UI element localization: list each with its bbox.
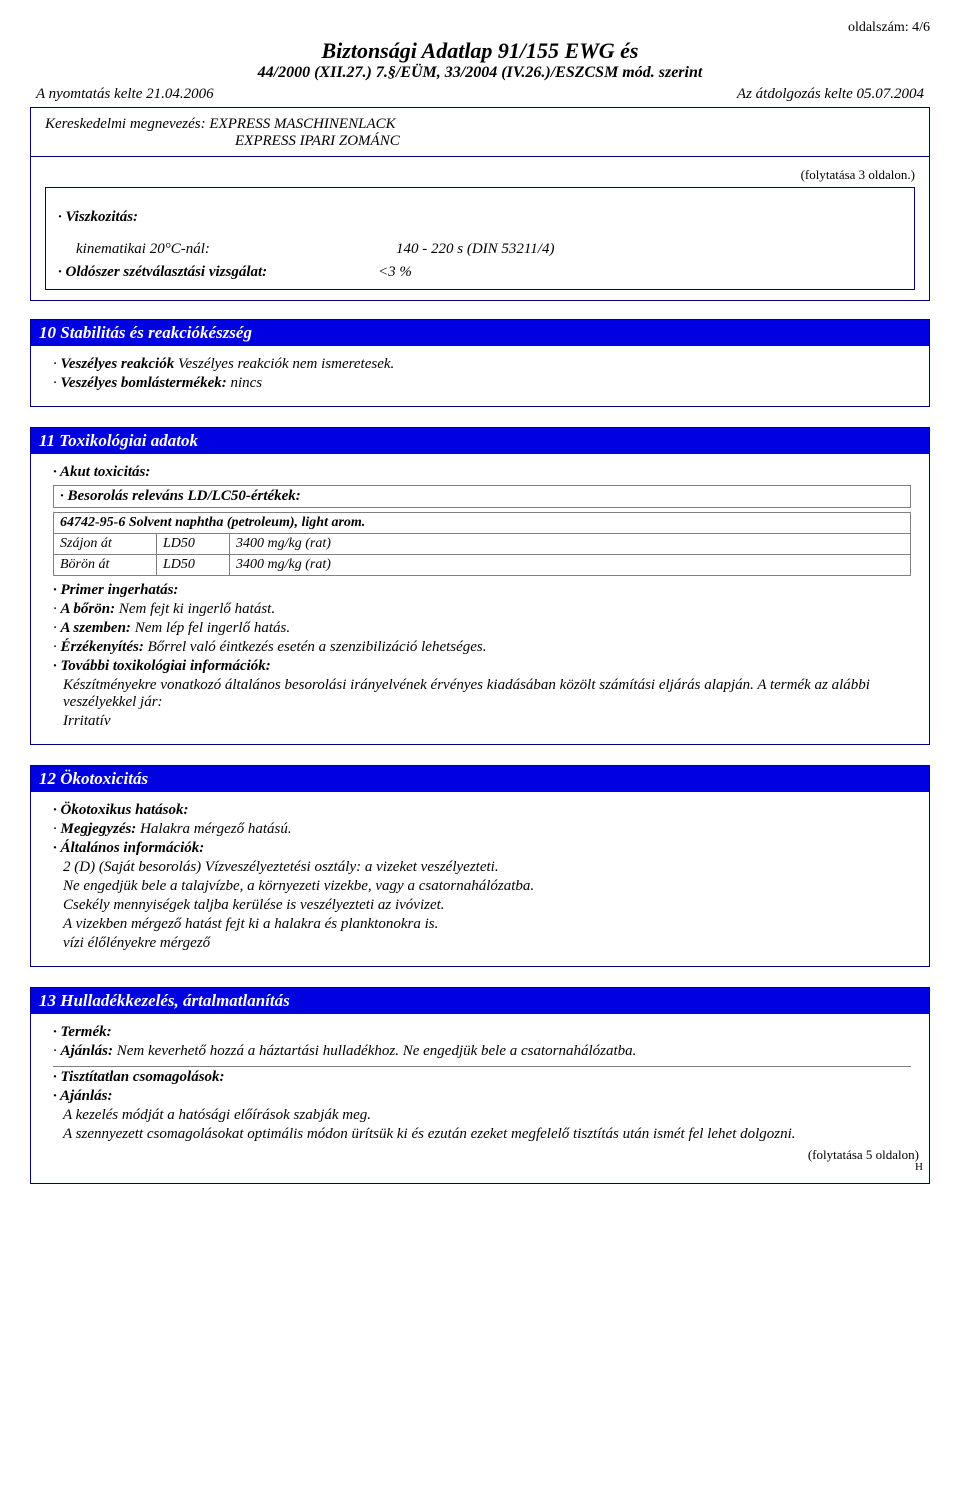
page-number: oldalszám: 4/6 [30, 20, 930, 36]
s13-pack-label: Tisztítatlan csomagolások: [53, 1069, 911, 1086]
s11-sens-value: Bőrrel való éintkezés esetén a szenzibil… [148, 639, 487, 655]
section-12-header: 12 Ökotoxicitás [31, 766, 929, 792]
trade-name-box: Kereskedelmi megnevezés: EXPRESS MASCHIN… [31, 108, 929, 157]
s11-eye-value: Nem lép fel ingerlő hatás. [135, 620, 290, 636]
doc-title: Biztonsági Adatlap 91/155 EWG és [30, 38, 930, 64]
s11-eye-label: A szemben: [61, 620, 131, 636]
trade-name-label: Kereskedelmi megnevezés: [45, 116, 209, 132]
section-10: 10 Stabilitás és reakciókészség Veszélye… [30, 319, 930, 407]
s11-more-text2: Irritatív [63, 713, 911, 730]
ld50-value-2: 3400 mg/kg (rat) [230, 555, 911, 576]
s11-skin-label: A bőrön: [61, 601, 116, 617]
dates-row: A nyomtatás kelte 21.04.2006 Az átdolgoz… [30, 86, 930, 103]
s13-rec2-label: Ajánlás: [53, 1088, 911, 1105]
s11-sens-label: Érzékenyítés: [61, 639, 144, 655]
print-date: A nyomtatás kelte 21.04.2006 [36, 86, 214, 103]
section-11: 11 Toxikológiai adatok Akut toxicitás: B… [30, 427, 930, 745]
ld50-route-2: Börön át [54, 555, 157, 576]
s11-more-label: További toxikológiai információk: [53, 658, 911, 675]
s13-rec1-label: Ajánlás: [61, 1043, 114, 1059]
s12-note-value: Halakra mérgező hatású. [140, 821, 292, 837]
kinematic-label: kinematikai 20°C-nál: [58, 241, 396, 258]
viscosity-heading: Viszkozitás: [58, 209, 902, 226]
trade-name-value-1: EXPRESS MASCHINENLACK [209, 116, 395, 132]
s12-gen-line: A vizekben mérgező hatást fejt ki a hala… [63, 916, 911, 933]
s11-primer-label: Primer ingerhatás: [53, 582, 911, 599]
section-12: 12 Ökotoxicitás Ökotoxikus hatások: Megj… [30, 765, 930, 967]
section-10-header: 10 Stabilitás és reakciókészség [31, 320, 929, 346]
s10-reactions-label: Veszélyes reakciók [61, 356, 175, 372]
s13-rec2-line: A szennyezett csomagolásokat optimális m… [63, 1126, 911, 1143]
s11-more-text1: Készítményekre vonatkozó általános besor… [63, 677, 911, 711]
s12-gen-line: Csekély mennyiségek taljba kerülése is v… [63, 897, 911, 914]
s12-gen-line: vízi élőlényekre mérgező [63, 935, 911, 952]
trade-name-value-2: EXPRESS IPARI ZOMÁNC [45, 133, 915, 150]
header-box: Kereskedelmi megnevezés: EXPRESS MASCHIN… [30, 107, 930, 301]
s11-skin-value: Nem fejt ki ingerlő hatást. [119, 601, 275, 617]
doc-subtitle: 44/2000 (XII.27.) 7.§/EÜM, 33/2004 (IV.2… [30, 64, 930, 82]
viscosity-box: Viszkozitás: kinematikai 20°C-nál: 140 -… [45, 187, 915, 290]
s10-decomp-label: Veszélyes bomlástermékek: [61, 375, 227, 391]
revision-date: Az átdolgozás kelte 05.07.2004 [737, 86, 924, 103]
section-13-header: 13 Hulladékkezelés, ártalmatlanítás [31, 988, 929, 1014]
s12-gen-line: Ne engedjük bele a talajvízbe, a környez… [63, 878, 911, 895]
s10-reactions-value: Veszélyes reakciók nem ismeretesek. [178, 356, 394, 372]
ld50-value-1: 3400 mg/kg (rat) [230, 534, 911, 555]
h-mark: H [31, 1161, 929, 1173]
ld50-type-1: LD50 [157, 534, 230, 555]
s11-class-label: Besorolás releváns LD/LC50-értékek: [53, 485, 911, 508]
ld50-route-1: Szájon át [54, 534, 157, 555]
s11-acute-label: Akut toxicitás: [53, 464, 911, 481]
s13-product-label: Termék: [53, 1024, 911, 1041]
section-11-header: 11 Toxikológiai adatok [31, 428, 929, 454]
ld50-type-2: LD50 [157, 555, 230, 576]
solvent-sep-value: <3 % [378, 264, 412, 281]
table-row: Szájon át LD50 3400 mg/kg (rat) [54, 534, 911, 555]
s12-gen-label: Általános információk: [53, 840, 911, 857]
ld50-substance: 64742-95-6 Solvent naphtha (petroleum), … [54, 513, 911, 534]
s12-note-label: Megjegyzés: [61, 821, 137, 837]
ld50-table: 64742-95-6 Solvent naphtha (petroleum), … [53, 512, 911, 576]
s12-gen-line: 2 (D) (Saját besorolás) Vízveszélyezteté… [63, 859, 911, 876]
solvent-sep-label: Oldószer szétválasztási vizsgálat: [58, 264, 378, 281]
table-row: Börön át LD50 3400 mg/kg (rat) [54, 555, 911, 576]
kinematic-value: 140 - 220 s (DIN 53211/4) [396, 241, 554, 258]
s10-decomp-value: nincs [230, 375, 262, 391]
continued-from: (folytatása 3 oldalon.) [45, 167, 915, 183]
s12-eco-label: Ökotoxikus hatások: [53, 802, 911, 819]
s13-rec2-line: A kezelés módját a hatósági előírások sz… [63, 1107, 911, 1124]
s13-rec1-value: Nem keverhető hozzá a háztartási hulladé… [117, 1043, 637, 1059]
section-13: 13 Hulladékkezelés, ártalmatlanítás Term… [30, 987, 930, 1184]
